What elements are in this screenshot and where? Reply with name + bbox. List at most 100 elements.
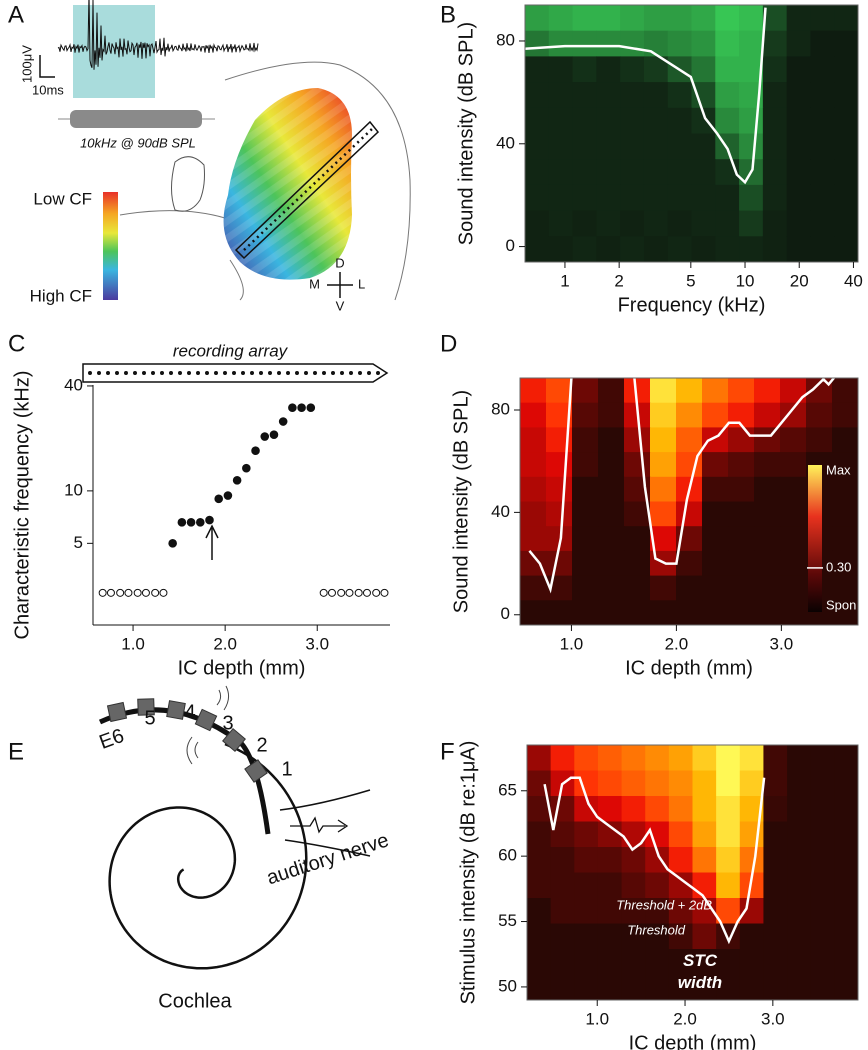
heatmap-cell [780,378,807,404]
heatmap-cell [692,974,717,1001]
panel-letter: C [8,330,25,357]
heatmap-cell [834,872,859,899]
heatmap-cell [763,770,788,797]
y-tick-label: 0 [506,236,515,255]
heatmap-cell [787,974,812,1001]
heatmap-cell [754,476,781,502]
heatmap-cell [715,5,740,32]
heatmap-cell [692,770,717,797]
heatmap-cell [786,236,811,263]
compass-label: D [335,255,344,270]
heatmap-cell [754,501,781,527]
heatmap-cell [525,159,550,186]
heatmap-cell [832,378,859,404]
heatmap-cell [621,745,646,771]
heatmap-cell [597,949,623,975]
x-tick-label: 3.0 [761,1009,785,1028]
heatmap-cell [810,974,835,1001]
point [232,475,242,485]
y-tick-label: 0 [501,604,510,623]
heatmap-cell [832,427,859,453]
heatmap-cell [596,133,621,160]
heatmap-cell [574,821,599,848]
caption: Cochlea [158,990,232,1012]
heatmap-cell [754,550,781,577]
heatmap-cell [780,427,807,453]
heatmap-cell [787,872,812,899]
heatmap-cell [763,847,788,873]
y-tick-label: 40 [496,133,515,152]
heatmap-cell [572,550,599,577]
heatmap-cell [786,133,811,160]
heatmap-cell [525,5,550,32]
point [133,588,142,597]
heatmap-cell [597,872,623,899]
stimulus-label: 10kHz @ 90dB SPL [80,135,196,150]
heatmap-cell [572,452,599,478]
heatmap-cell [572,133,597,160]
heatmap-cell [620,210,645,237]
heatmap-cell [548,30,574,57]
probe [234,120,380,260]
heatmap-cell [834,56,859,83]
heatmap-cell [667,133,692,160]
point [141,588,150,597]
heatmap-cell [572,5,597,32]
heatmap-cell [786,210,811,237]
heatmap-cell [598,526,625,552]
heatmap-cell [786,107,811,134]
heatmap-cell [810,184,835,212]
compass-label: L [358,276,365,291]
heatmap-cell [645,796,670,822]
stimulus [70,110,202,128]
panel-e: E auditory nerve Cochlea [8,685,391,1012]
heatmap-cell [728,378,755,404]
heatmap-cell [574,770,599,797]
heatmap-cell [834,821,859,848]
heatmap-cell [702,600,729,626]
heatmap-cell [787,847,812,873]
heatmap-cell [832,526,859,552]
heatmap-cell [546,550,573,577]
heatmap-cell [621,949,646,975]
heatmap-cell [596,236,621,263]
x-tick-label: 5 [686,271,695,290]
heatmap-cell [715,82,740,109]
heatmap-cell [834,847,859,873]
heatmap-cell [780,501,807,527]
heatmap-cell [572,402,599,428]
heatmap-cell [548,236,574,263]
heatmap-cell [787,745,812,771]
heatmap-cell [650,452,677,478]
x-tick-label: 2.0 [673,1009,697,1028]
annotation: STC width [678,951,722,992]
scale-bar [39,55,55,78]
heatmap-cell [810,5,835,32]
heatmap-cell [645,898,670,924]
heatmap-cell [667,5,692,32]
heatmap-cell [596,107,621,134]
heatmap-cell [527,821,552,848]
heatmap-cell [597,745,623,771]
heatmap-cell [702,378,729,404]
heatmap-cell [739,107,764,134]
heatmap-cell [692,821,717,848]
y-tick-label: 55 [498,911,517,930]
heatmap-cell [739,923,764,950]
heatmap-cell [527,949,552,975]
heatmap-cell [645,974,670,1001]
heatmap-cell [787,796,812,822]
heatmap-cell [739,236,764,263]
heatmap-cell [692,872,717,899]
heatmap-cell [574,847,599,873]
heatmap-cell [596,30,621,57]
heatmap-cell [550,974,575,1001]
heatmap-cell [806,402,833,428]
heatmap-cell [810,107,835,134]
heatmap-cell [574,898,599,924]
heatmap-cell [787,821,812,848]
heatmap-cell [787,770,812,797]
ic-stripes [223,88,352,280]
heatmap-cell [550,898,575,924]
